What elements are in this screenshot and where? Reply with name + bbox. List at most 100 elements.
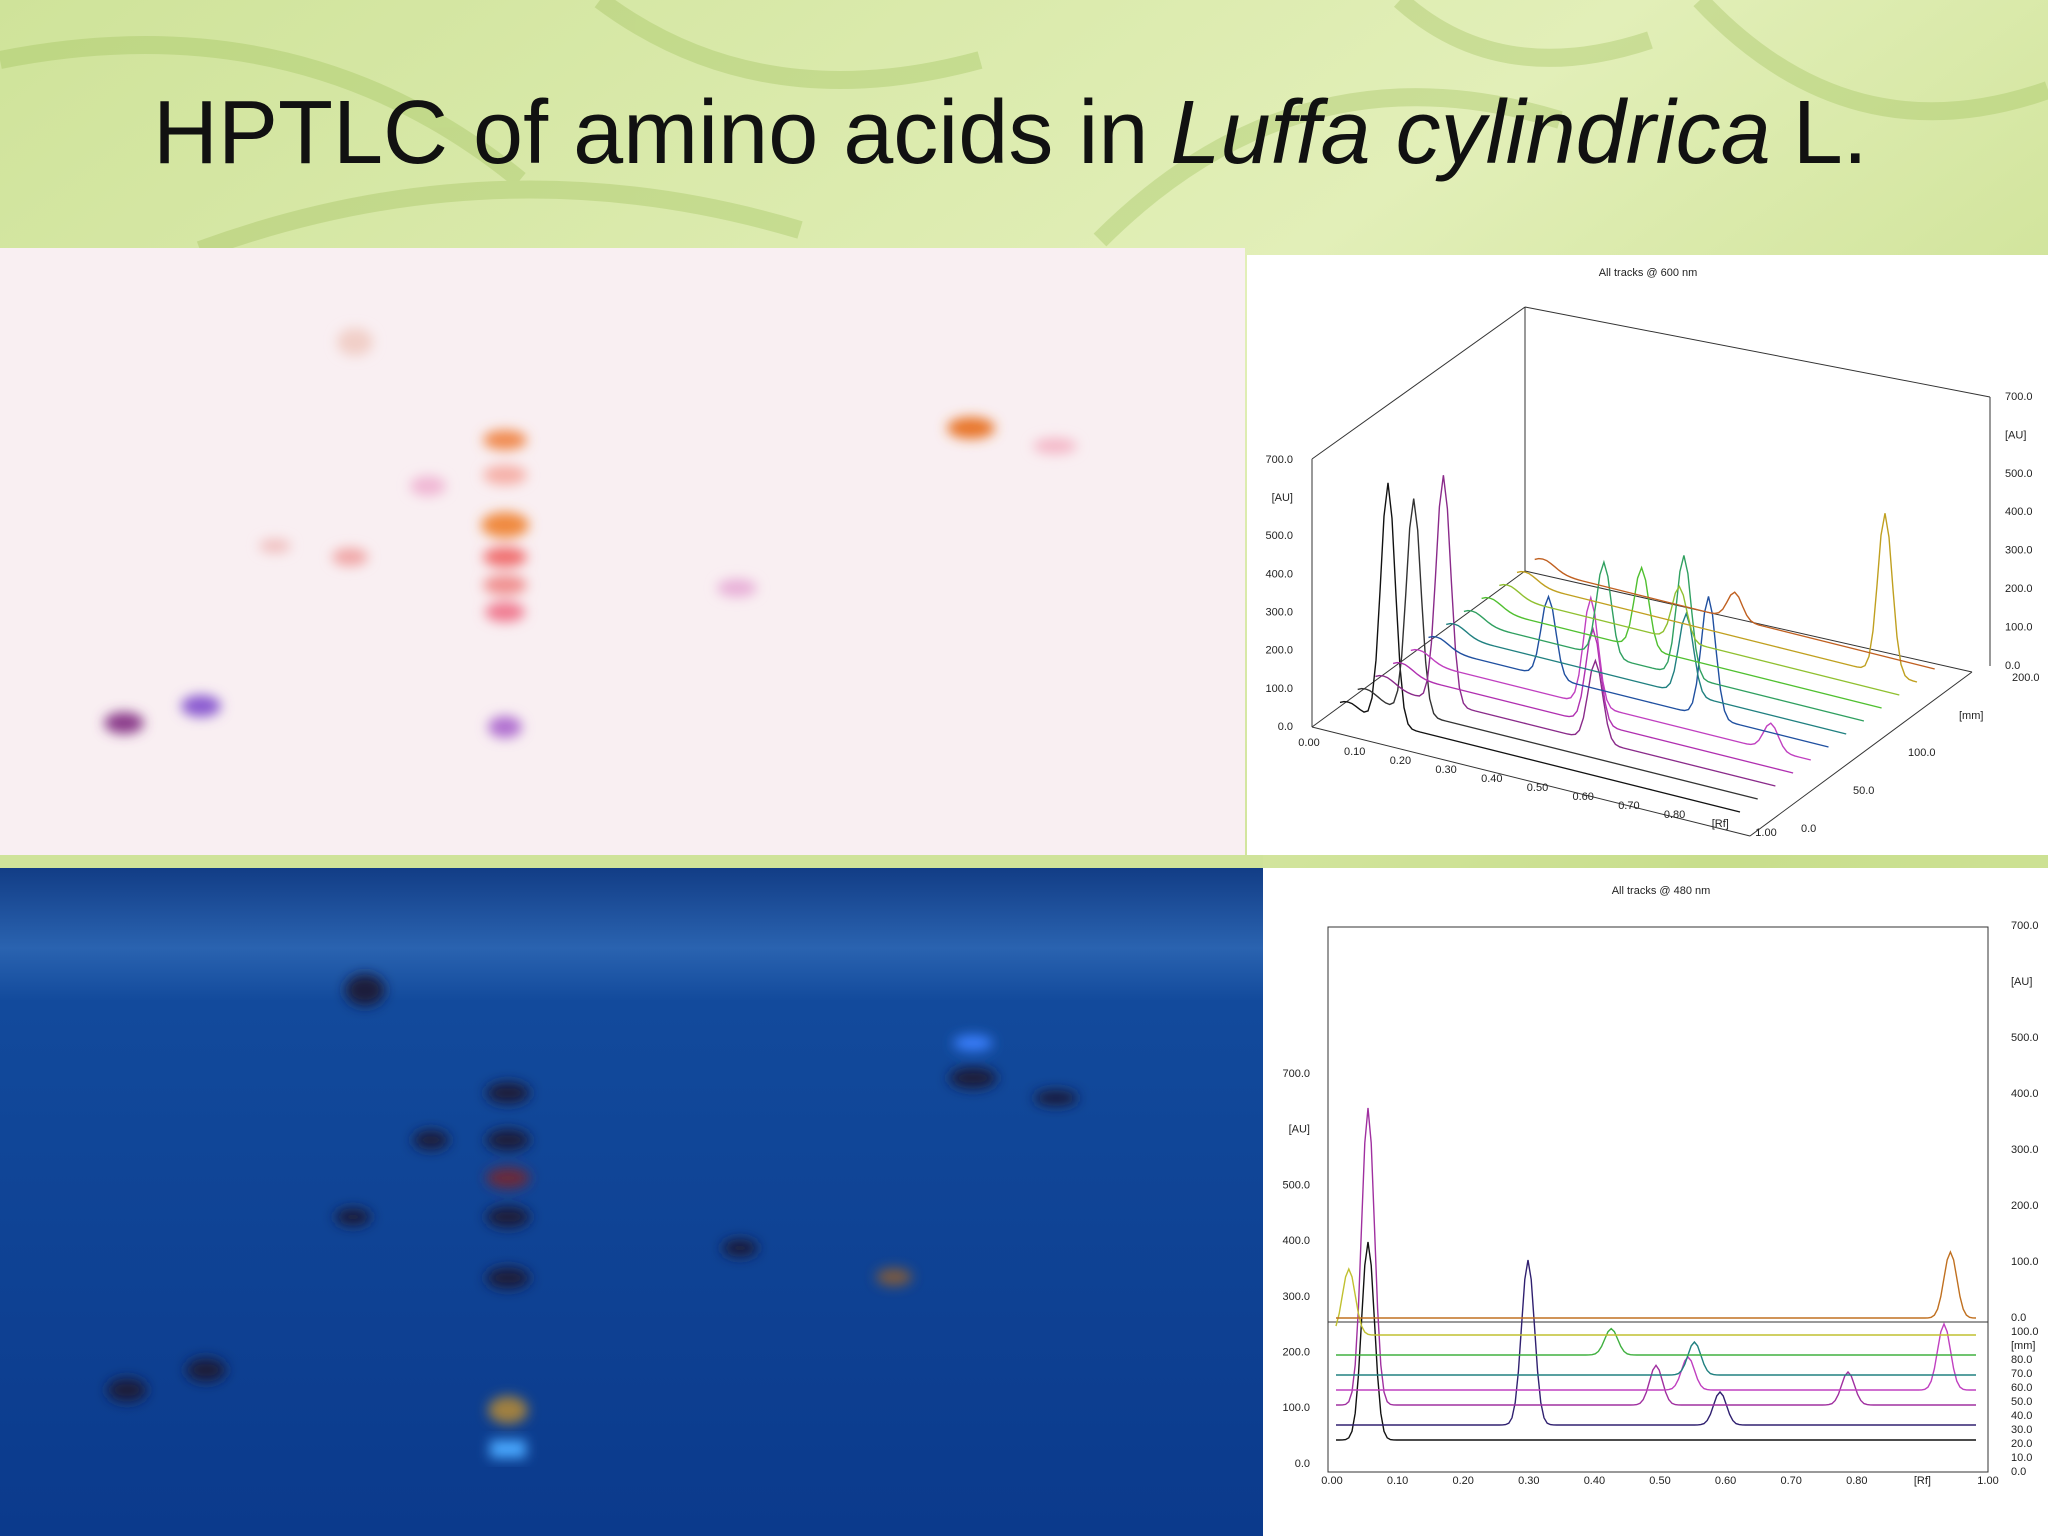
trace <box>1336 1322 1976 1391</box>
trace <box>1375 475 1776 787</box>
track-axis-label: 80.0 <box>2011 1354 2032 1366</box>
track-axis-label: 100.0 <box>1908 747 1936 759</box>
slide-title: HPTLC of amino acids in Luffa cylindrica L… <box>153 83 1868 183</box>
x-axis-label: 0.20 <box>1452 1475 1473 1487</box>
right-axis-label: [AU] <box>2005 429 2026 441</box>
right-axis-label: 200.0 <box>2005 583 2033 595</box>
x-axis-label: [Rf] <box>1712 818 1729 830</box>
trace <box>1463 555 1865 722</box>
x-axis-label: 0.60 <box>1715 1475 1736 1487</box>
left-axis-label: [AU] <box>1289 1124 1310 1136</box>
x-axis-label: 0.70 <box>1618 800 1639 812</box>
left-axis-label: 700.0 <box>1282 1068 1310 1080</box>
left-axis-label: 500.0 <box>1282 1179 1310 1191</box>
trace <box>1336 1259 1976 1426</box>
track-axis-label: 70.0 <box>2011 1368 2032 1380</box>
x-axis-label: 0.00 <box>1298 737 1319 749</box>
left-axis-label: 400.0 <box>1282 1235 1310 1247</box>
track-axis-label: 10.0 <box>2011 1452 2032 1464</box>
track-axis-label: 50.0 <box>2011 1396 2032 1408</box>
right-axis-label: 300.0 <box>2005 545 2033 557</box>
leaf-pattern <box>0 0 2048 259</box>
x-axis-label: [Rf] <box>1914 1475 1931 1487</box>
frame-480 <box>1327 926 1989 1473</box>
right-axis-label: 100.0 <box>2011 1256 2039 1268</box>
x-axis-label: 0.10 <box>1387 1475 1408 1487</box>
right-axis-label: 400.0 <box>2005 506 2033 518</box>
left-axis-label: 200.0 <box>1265 645 1293 657</box>
right-axis-label: 100.0 <box>2005 621 2033 633</box>
trace <box>1516 513 1918 683</box>
x-axis-label: 0.30 <box>1518 1475 1539 1487</box>
track-axis-label: 0.0 <box>2011 1466 2026 1478</box>
trace <box>1481 565 1882 709</box>
left-axis-label: [AU] <box>1272 492 1293 504</box>
x-axis-label: 1.00 <box>1755 827 1776 839</box>
title-main: HPTLC of amino acids in <box>153 83 1148 183</box>
trace <box>1335 1267 1976 1336</box>
track-axis-label: 60.0 <box>2011 1382 2032 1394</box>
right-axis-label: 500.0 <box>2005 468 2033 480</box>
track-axis-label: 100.0 <box>2011 1326 2039 1338</box>
panel-title: All tracks @ 600 nm <box>1599 267 1698 279</box>
left-axis-label: 0.0 <box>1295 1458 1310 1470</box>
right-axis-label: 300.0 <box>2011 1144 2039 1156</box>
track-axis-label: 50.0 <box>1853 785 1874 797</box>
right-axis-label: 0.0 <box>2011 1312 2026 1324</box>
title-species: Luffa cylindrica <box>1170 83 1770 183</box>
trace <box>1336 1340 1976 1376</box>
trace <box>1357 498 1758 800</box>
track-axis-label: 40.0 <box>2011 1410 2032 1422</box>
x-axis-label: 0.70 <box>1780 1475 1801 1487</box>
x-axis-label: 0.20 <box>1390 755 1411 767</box>
right-axis-label: 700.0 <box>2011 920 2039 932</box>
x-axis-label: 0.10 <box>1344 746 1365 758</box>
trace <box>1336 1250 1977 1319</box>
trace <box>1534 557 1935 670</box>
left-axis-label: 100.0 <box>1282 1402 1310 1414</box>
trace <box>1410 595 1811 761</box>
left-axis-label: 300.0 <box>1282 1291 1310 1303</box>
track-axis-label: [mm] <box>2011 1340 2035 1352</box>
x-axis-label: 0.50 <box>1649 1475 1670 1487</box>
track-axis-label: 30.0 <box>2011 1424 2032 1436</box>
left-axis-label: 300.0 <box>1265 606 1293 618</box>
track-axis-label: 0.0 <box>1801 823 1816 835</box>
x-axis-label: 0.60 <box>1572 791 1593 803</box>
trace <box>1428 594 1829 748</box>
panel-title: All tracks @ 480 nm <box>1612 885 1711 897</box>
right-axis-label: [AU] <box>2011 976 2032 988</box>
x-axis-label: 0.30 <box>1435 764 1456 776</box>
left-axis-label: 100.0 <box>1265 683 1293 695</box>
plate-visible <box>0 248 1245 855</box>
left-axis-label: 400.0 <box>1265 568 1293 580</box>
left-axis-label: 0.0 <box>1278 721 1293 733</box>
frame-600 <box>1311 306 1991 837</box>
right-axis-label: 400.0 <box>2011 1088 2039 1100</box>
trace <box>1336 1327 1976 1356</box>
left-axis-label: 200.0 <box>1282 1346 1310 1358</box>
plate-uv <box>0 868 1263 1536</box>
trace <box>1339 482 1741 813</box>
right-axis-label: 500.0 <box>2011 1032 2039 1044</box>
trace <box>1336 1241 1976 1441</box>
x-axis-label: 0.80 <box>1664 809 1685 821</box>
separator <box>0 855 1263 868</box>
x-axis-label: 0.40 <box>1584 1475 1605 1487</box>
track-axis-label: 20.0 <box>2011 1438 2032 1450</box>
track-axis-label: 200.0 <box>2012 672 2040 684</box>
trace <box>1336 1107 1976 1406</box>
x-axis-label: 0.50 <box>1527 782 1548 794</box>
left-axis-label: 500.0 <box>1265 530 1293 542</box>
panel-480 <box>1263 868 2048 1536</box>
title-suffix: L. <box>1793 83 1868 183</box>
trace <box>1499 583 1900 696</box>
left-axis-label: 700.0 <box>1265 454 1293 466</box>
trace <box>1446 611 1847 735</box>
trace <box>1392 626 1794 774</box>
x-axis-label: 0.40 <box>1481 773 1502 785</box>
x-axis-label: 0.00 <box>1321 1475 1342 1487</box>
right-axis-label: 200.0 <box>2011 1200 2039 1212</box>
